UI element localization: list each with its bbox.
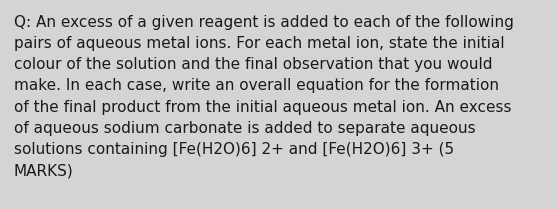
Text: Q: An excess of a given reagent is added to each of the following
pairs of aqueo: Q: An excess of a given reagent is added… bbox=[14, 15, 514, 178]
